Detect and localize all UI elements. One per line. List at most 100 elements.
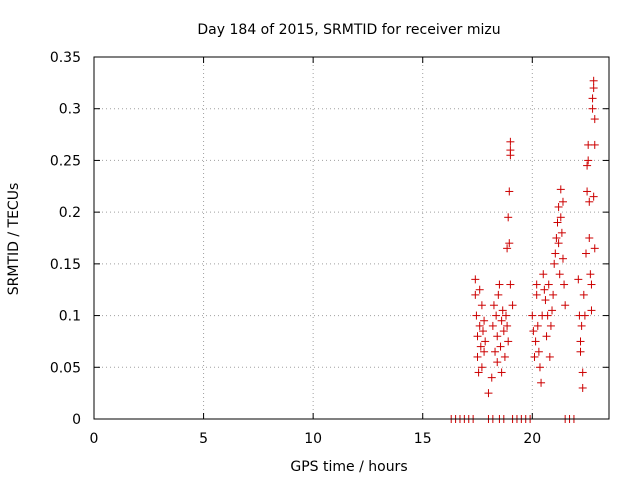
data-point [589, 192, 598, 201]
data-point [506, 137, 515, 146]
data-point [540, 285, 549, 294]
data-point [495, 280, 504, 289]
y-tick-label: 0 [72, 412, 81, 428]
data-point [581, 249, 590, 258]
chart-title: Day 184 of 2015, SRMTID for receiver miz… [197, 22, 500, 38]
data-point [476, 342, 485, 351]
grid [94, 57, 609, 419]
data-point [544, 280, 553, 289]
data-point [585, 197, 594, 206]
data-point [548, 306, 557, 315]
data-point [541, 296, 550, 305]
data-point [552, 234, 561, 242]
data-point [553, 218, 562, 227]
data-point [588, 94, 597, 103]
x-tick-label: 15 [414, 431, 432, 447]
x-tick-label: 0 [90, 431, 99, 447]
data-point [534, 347, 543, 356]
data-point [506, 280, 515, 289]
data-point [585, 234, 594, 242]
data-point [590, 115, 599, 124]
data-point [558, 254, 567, 263]
data-point [589, 84, 598, 93]
data-point [498, 306, 507, 315]
data-point [487, 373, 496, 382]
x-tick-label: 20 [523, 431, 541, 447]
data-point [533, 321, 542, 330]
data-point [561, 301, 570, 310]
data-point [555, 270, 564, 279]
data-point [556, 213, 565, 222]
y-tick-label: 0.05 [50, 360, 81, 376]
data-point [503, 321, 512, 330]
y-tick-label: 0.1 [59, 309, 81, 325]
data-point [504, 337, 513, 346]
data-point [554, 239, 563, 248]
data-point [532, 290, 541, 299]
data-point [590, 140, 599, 149]
data-point [488, 321, 497, 330]
y-tick-label: 0.35 [50, 50, 81, 66]
data-point [551, 249, 560, 258]
data-point [558, 197, 567, 206]
data-point [480, 347, 489, 356]
data-point [587, 306, 596, 315]
data-point [500, 352, 509, 361]
data-point [474, 368, 483, 377]
data-point [545, 352, 554, 361]
data-point [574, 275, 583, 284]
data-point [491, 347, 500, 356]
data-point [505, 187, 514, 196]
data-point [587, 280, 596, 289]
data-point [579, 290, 588, 299]
data-point [480, 316, 489, 325]
data-point [503, 244, 512, 253]
y-tick-label: 0.3 [59, 102, 81, 118]
scatter-series [447, 76, 599, 423]
data-point [477, 363, 486, 372]
data-point [578, 383, 587, 392]
data-point [546, 321, 555, 330]
data-point [560, 280, 569, 289]
data-point [473, 352, 482, 361]
data-point [586, 270, 595, 279]
data-point [484, 389, 493, 398]
x-tick-label: 5 [199, 431, 208, 447]
data-point [583, 187, 592, 196]
plot-frame [93, 56, 610, 420]
data-point [505, 239, 514, 248]
data-point [497, 316, 506, 325]
data-point [537, 378, 546, 387]
data-point [493, 332, 502, 341]
y-tick-label: 0.25 [50, 153, 81, 169]
data-point [508, 301, 517, 310]
data-point [489, 301, 498, 310]
data-point [549, 290, 558, 299]
data-point [493, 358, 502, 367]
data-point [494, 290, 503, 299]
data-point [471, 275, 480, 284]
data-point [542, 332, 551, 341]
data-point [554, 202, 563, 211]
data-point [550, 259, 559, 268]
data-point [535, 363, 544, 372]
data-point [576, 347, 585, 356]
data-point [584, 156, 593, 165]
data-point [588, 104, 597, 113]
x-tick-label: 10 [304, 431, 322, 447]
axis-ticks: 0 0.05 0.1 0.15 0.2 0.25 0.3 0.35 0 5 10 15 20 [50, 50, 609, 447]
y-tick-label: 0.2 [59, 205, 81, 221]
data-point [578, 368, 587, 377]
data-point [530, 352, 539, 361]
data-point [583, 161, 592, 170]
x-axis-label: GPS time / hours [290, 459, 407, 475]
data-point [590, 244, 599, 253]
data-point [473, 332, 482, 341]
data-point [481, 337, 490, 346]
data-point [475, 285, 484, 294]
data-point [532, 280, 541, 289]
data-point [557, 228, 566, 237]
data-point [471, 290, 480, 299]
data-point [543, 311, 552, 320]
